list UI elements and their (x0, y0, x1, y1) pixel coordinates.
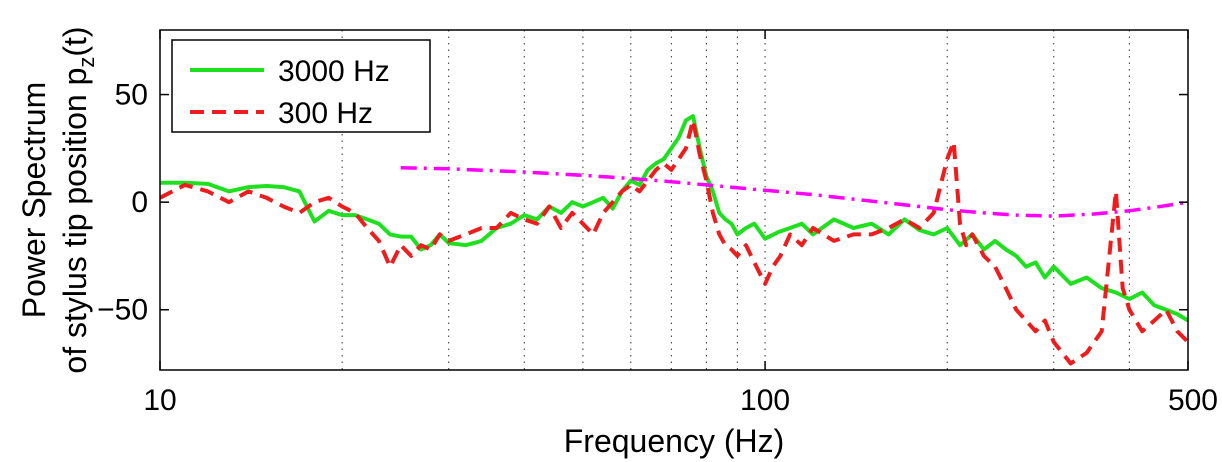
y-axis-title-line1: Power Spectrum (16, 82, 52, 319)
y-tick-label-0: 0 (131, 186, 148, 219)
y-axis-title-line2: of stylus tip position pz(t) (57, 26, 99, 373)
series-line-reference-curve (400, 165, 1188, 218)
y-tick-label--50: −50 (97, 294, 148, 327)
axis-ticks (159, 30, 1189, 370)
x-tick-label-10: 10 (143, 384, 176, 417)
legend-label-300hz: 300 Hz (278, 97, 373, 130)
x-axis-title: Frequency (Hz) (564, 423, 785, 459)
legend: 3000 Hz 300 Hz (171, 39, 431, 133)
tick-labels: 10 100 500 −50 0 50 (97, 79, 1218, 417)
series-line-3000hz (160, 114, 1188, 323)
y-tick-label-50: 50 (115, 79, 148, 112)
grid-lines (341, 30, 1130, 370)
x-tick-label-100: 100 (740, 384, 790, 417)
series-line-300hz (160, 118, 1188, 366)
y-axis-title-line2-prefix: of stylus tip position p (57, 68, 93, 374)
plot-area-frame (159, 29, 1189, 371)
y-axis-title-subscript: z (74, 57, 99, 68)
y-axis-title-line2-suffix: (t) (57, 26, 93, 56)
legend-box (171, 39, 431, 133)
legend-label-3000hz: 3000 Hz (278, 55, 390, 88)
series-layer (160, 114, 1188, 366)
x-tick-label-500: 500 (1168, 384, 1218, 417)
